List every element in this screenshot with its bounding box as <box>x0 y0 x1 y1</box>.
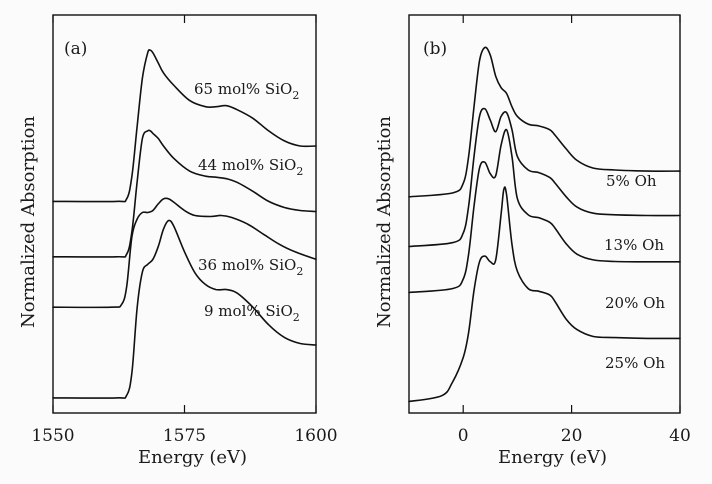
panel-a-series-3-label: 36 mol% SiO2 <box>198 256 303 278</box>
panel-b-series-4-label: 25% Oh <box>605 354 665 372</box>
panel-a-series-4-label: 9 mol% SiO2 <box>204 302 300 324</box>
panel-a-series-1-label: 65 mol% SiO2 <box>194 80 299 102</box>
panel-b-xtick-label: 40 <box>669 426 691 446</box>
panel-a-frame <box>52 14 317 414</box>
panel-b-series-1-label: 5% Oh <box>606 172 657 190</box>
panel-b-series-2-line <box>408 107 681 248</box>
panel-b-series-3-label: 20% Oh <box>605 294 665 312</box>
panel-b-xtick-label: 20 <box>561 426 583 446</box>
panel-a-label: (a) <box>64 39 87 59</box>
panel-b-series-1-line <box>408 46 681 198</box>
panel-a-series-2-line <box>52 129 317 258</box>
panel-a-xtick-label: 1550 <box>31 426 74 446</box>
subscript: 2 <box>292 89 299 102</box>
panel-a-series-3-line <box>52 197 317 309</box>
panel-b-series-4-line <box>408 186 681 403</box>
panel-b-xtick-label: 0 <box>458 426 469 446</box>
panel-b-x-axis-label: Energy (eV) <box>498 447 607 468</box>
panel-a-series-2-label: 44 mol% SiO2 <box>198 156 303 178</box>
panel-a-x-axis-label: Energy (eV) <box>138 447 247 468</box>
subscript: 2 <box>296 265 303 278</box>
panel-a-xtick-label: 1600 <box>294 426 337 446</box>
subscript: 2 <box>293 311 300 324</box>
panel-a-series-1-line <box>52 49 317 203</box>
panel-a-xtick-label: 1575 <box>163 426 206 446</box>
panel-a-series-4-line <box>52 219 317 399</box>
panel-b-series-2-label: 13% Oh <box>604 236 664 254</box>
panel-a-y-axis-label: Normalized Absorption <box>18 116 39 328</box>
panel-b-frame <box>408 14 681 414</box>
panel-b-y-axis-label: Normalized Absorption <box>374 116 395 328</box>
panel-b-label: (b) <box>423 39 447 59</box>
panel-b-series-3-line <box>408 128 681 294</box>
subscript: 2 <box>296 165 303 178</box>
